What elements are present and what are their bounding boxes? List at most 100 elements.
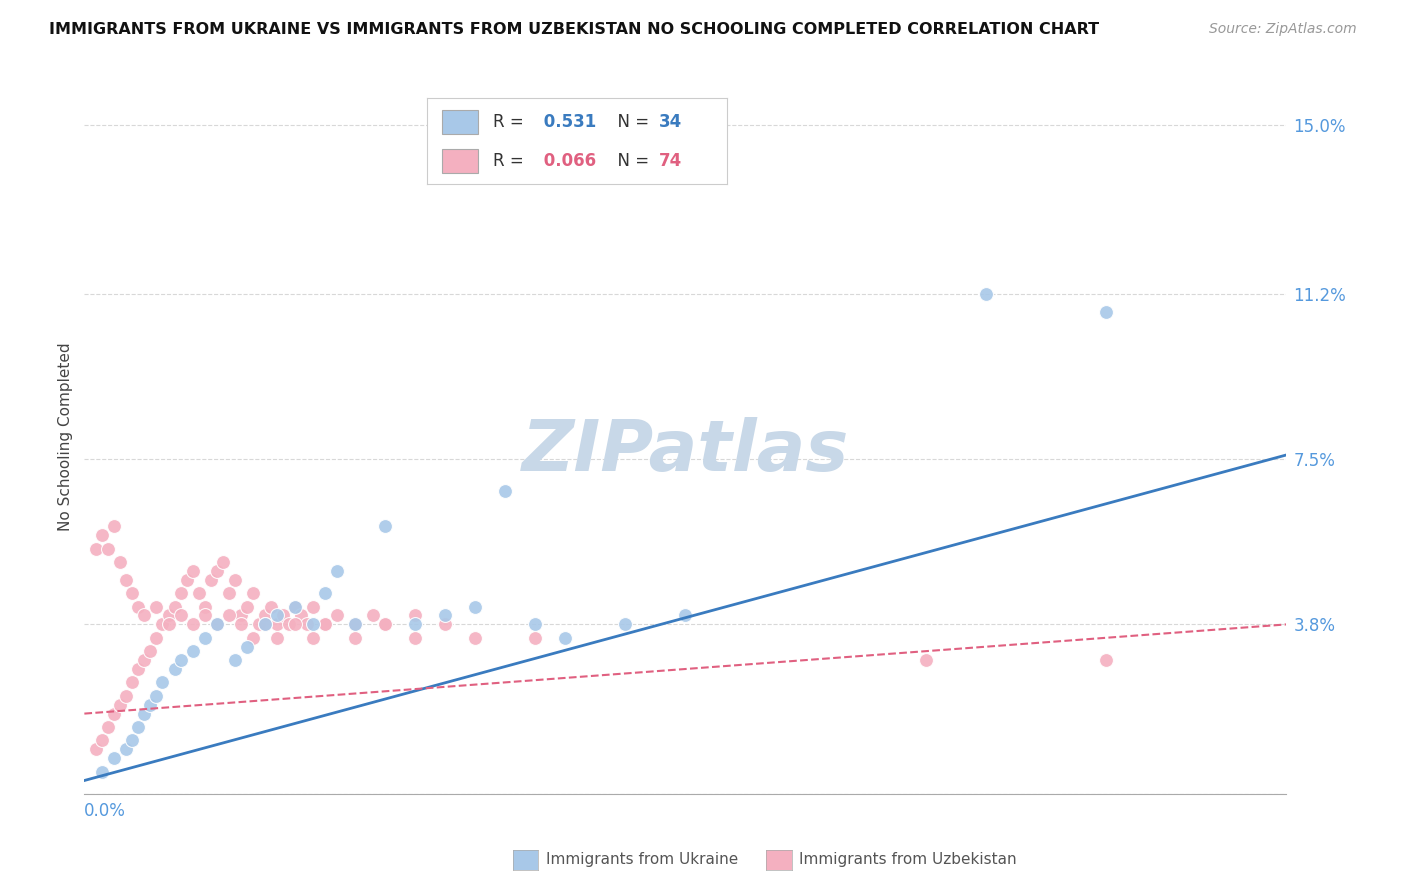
Point: [374, 519, 396, 533]
Point: [464, 599, 486, 614]
Point: [139, 698, 162, 712]
Point: [290, 608, 312, 623]
Point: [326, 608, 349, 623]
Text: R =: R =: [494, 113, 529, 131]
Point: [404, 631, 426, 645]
Point: [181, 644, 204, 658]
Point: [152, 675, 174, 690]
Point: [494, 483, 516, 498]
Point: [115, 742, 138, 756]
Point: [295, 617, 318, 632]
Point: [235, 640, 257, 654]
Point: [145, 689, 167, 703]
Point: [235, 599, 257, 614]
Point: [242, 586, 264, 600]
Point: [404, 617, 426, 632]
Point: [169, 608, 191, 623]
Point: [169, 586, 191, 600]
Point: [157, 617, 180, 632]
Point: [253, 617, 276, 632]
Point: [103, 706, 125, 721]
Point: [103, 751, 125, 765]
Point: [374, 617, 396, 632]
Point: [1095, 653, 1118, 667]
Point: [326, 564, 349, 578]
Text: ZIPatlas: ZIPatlas: [522, 417, 849, 486]
Text: 34: 34: [658, 113, 682, 131]
Point: [343, 617, 366, 632]
Point: [266, 631, 288, 645]
Point: [314, 586, 336, 600]
Point: [374, 617, 396, 632]
Point: [404, 608, 426, 623]
Point: [675, 608, 697, 623]
Point: [121, 733, 143, 747]
Point: [110, 698, 132, 712]
Point: [110, 555, 132, 569]
Point: [343, 631, 366, 645]
Point: [152, 617, 174, 632]
Point: [229, 617, 252, 632]
Point: [163, 662, 186, 676]
Point: [97, 720, 120, 734]
Point: [218, 608, 240, 623]
Point: [181, 617, 204, 632]
Point: [361, 608, 384, 623]
Point: [284, 617, 307, 632]
Text: 0.0%: 0.0%: [84, 803, 127, 821]
Point: [301, 631, 323, 645]
Text: 74: 74: [658, 152, 682, 169]
Point: [91, 528, 114, 542]
Point: [134, 706, 156, 721]
Point: [145, 631, 167, 645]
Point: [194, 608, 217, 623]
Point: [205, 564, 228, 578]
Y-axis label: No Schooling Completed: No Schooling Completed: [58, 343, 73, 532]
Point: [434, 608, 457, 623]
Point: [205, 617, 228, 632]
FancyBboxPatch shape: [441, 149, 478, 173]
Point: [314, 617, 336, 632]
Point: [181, 564, 204, 578]
Point: [224, 573, 246, 587]
Point: [139, 644, 162, 658]
Point: [194, 631, 217, 645]
Point: [464, 631, 486, 645]
Text: Immigrants from Ukraine: Immigrants from Ukraine: [546, 853, 738, 867]
Point: [205, 617, 228, 632]
Point: [121, 675, 143, 690]
Point: [115, 689, 138, 703]
Point: [187, 586, 209, 600]
Point: [434, 617, 457, 632]
Point: [145, 599, 167, 614]
Point: [271, 608, 294, 623]
Point: [127, 599, 149, 614]
Point: [524, 617, 547, 632]
Point: [260, 599, 283, 614]
Point: [163, 599, 186, 614]
Point: [524, 631, 547, 645]
Text: N =: N =: [607, 152, 655, 169]
Point: [247, 617, 270, 632]
Point: [169, 653, 191, 667]
Text: N =: N =: [607, 113, 655, 131]
Point: [103, 519, 125, 533]
Point: [86, 541, 108, 556]
Point: [266, 617, 288, 632]
Point: [1095, 305, 1118, 319]
FancyBboxPatch shape: [441, 110, 478, 134]
Text: Immigrants from Uzbekistan: Immigrants from Uzbekistan: [799, 853, 1017, 867]
Text: Source: ZipAtlas.com: Source: ZipAtlas.com: [1209, 22, 1357, 37]
Point: [121, 586, 143, 600]
Point: [224, 653, 246, 667]
Point: [229, 608, 252, 623]
Text: IMMIGRANTS FROM UKRAINE VS IMMIGRANTS FROM UZBEKISTAN NO SCHOOLING COMPLETED COR: IMMIGRANTS FROM UKRAINE VS IMMIGRANTS FR…: [49, 22, 1099, 37]
Point: [176, 573, 198, 587]
Point: [277, 617, 299, 632]
Point: [974, 287, 997, 301]
Text: 0.066: 0.066: [538, 152, 596, 169]
Point: [554, 631, 576, 645]
Point: [97, 541, 120, 556]
Point: [86, 742, 108, 756]
Point: [614, 617, 637, 632]
